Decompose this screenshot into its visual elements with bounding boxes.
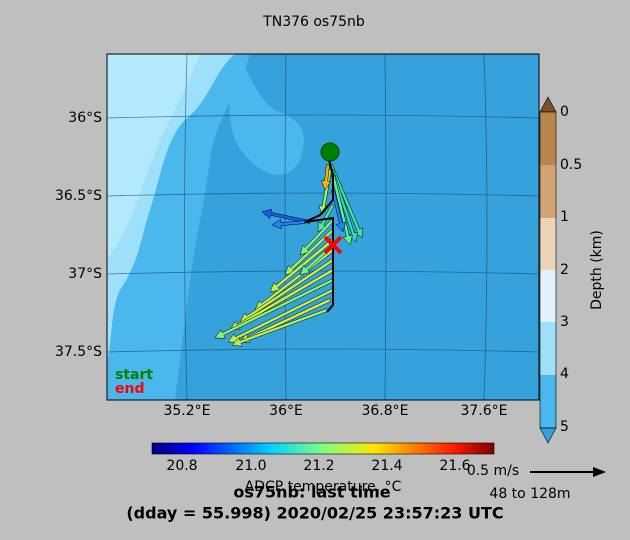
velocity-arrow: [271, 218, 306, 230]
velocity-arrow: [320, 164, 332, 191]
end-label: end: [115, 381, 144, 397]
depth-tick: 5: [560, 419, 569, 435]
map-frame: [106, 53, 540, 401]
scale-depth: 48 to 128m: [489, 486, 570, 502]
lat-label: 37.5°S: [55, 344, 102, 360]
temperature-tick: 20.8: [166, 458, 197, 474]
lon-label: 36.8°E: [361, 403, 408, 419]
depth-tick: 0.5: [560, 157, 582, 173]
coast: [107, 54, 200, 260]
start-marker: [320, 142, 340, 162]
graticule: [107, 54, 539, 400]
lat-label: 36°S: [68, 110, 102, 126]
lon-label: 37.6°E: [460, 403, 507, 419]
temperature-label: ADCP temperature, °C: [245, 479, 402, 495]
lon-labels: 35.2°E 36°E 36.8°E 37.6°E: [163, 403, 507, 419]
lon-label: 35.2°E: [163, 403, 210, 419]
depth-tick: 1: [560, 209, 569, 225]
temperature-tick: 21.4: [371, 458, 402, 474]
velocity-arrow: [227, 288, 335, 343]
lat-labels: 36°S 36.5°S 37°S 37.5°S: [55, 110, 102, 360]
velocity-arrow: [231, 308, 328, 347]
depth-colorbar: 0 0.5 1 2 3 4 5 Depth (km): [539, 96, 605, 444]
temperature-tick: 21.2: [303, 458, 334, 474]
temperature-tick: 21.6: [439, 458, 470, 474]
lat-label: 36.5°S: [55, 188, 102, 204]
velocity-arrow: [299, 218, 335, 256]
scale-arrowhead: [593, 467, 606, 477]
depth-tick: 4: [560, 366, 569, 382]
footer-line1: os75nb: last time: [233, 483, 390, 502]
ship-track: [304, 159, 334, 313]
temperature-tick: 21.0: [235, 458, 266, 474]
temperature-colorbar: 20.8 21.0 21.2 21.4 21.6 ADCP temperatur…: [151, 442, 495, 495]
lat-label: 37°S: [68, 266, 102, 282]
velocity-vectors: [214, 164, 364, 347]
start-label: start: [115, 367, 153, 383]
depth-tick: 0: [560, 104, 569, 120]
velocity-arrow: [239, 298, 331, 343]
scale-speed: 0.5 m/s: [467, 463, 519, 479]
scale: 0.5 m/s 48 to 128m: [467, 463, 606, 502]
depth-label: Depth (km): [589, 230, 605, 310]
velocity-arrow: [331, 174, 353, 246]
depth-tick: 3: [560, 314, 569, 330]
map: [107, 54, 539, 400]
velocity-arrow: [318, 169, 332, 216]
end-marker: [323, 235, 343, 255]
velocity-arrow: [269, 238, 335, 293]
title: TN376 os75nb: [262, 14, 365, 30]
depth-tick: 2: [560, 262, 569, 278]
lon-label: 36°E: [269, 403, 303, 419]
velocity-arrow: [214, 278, 335, 339]
velocity-arrow: [331, 189, 346, 233]
footer-line2: (dday = 55.998) 2020/02/25 23:57:23 UTC: [126, 504, 503, 523]
